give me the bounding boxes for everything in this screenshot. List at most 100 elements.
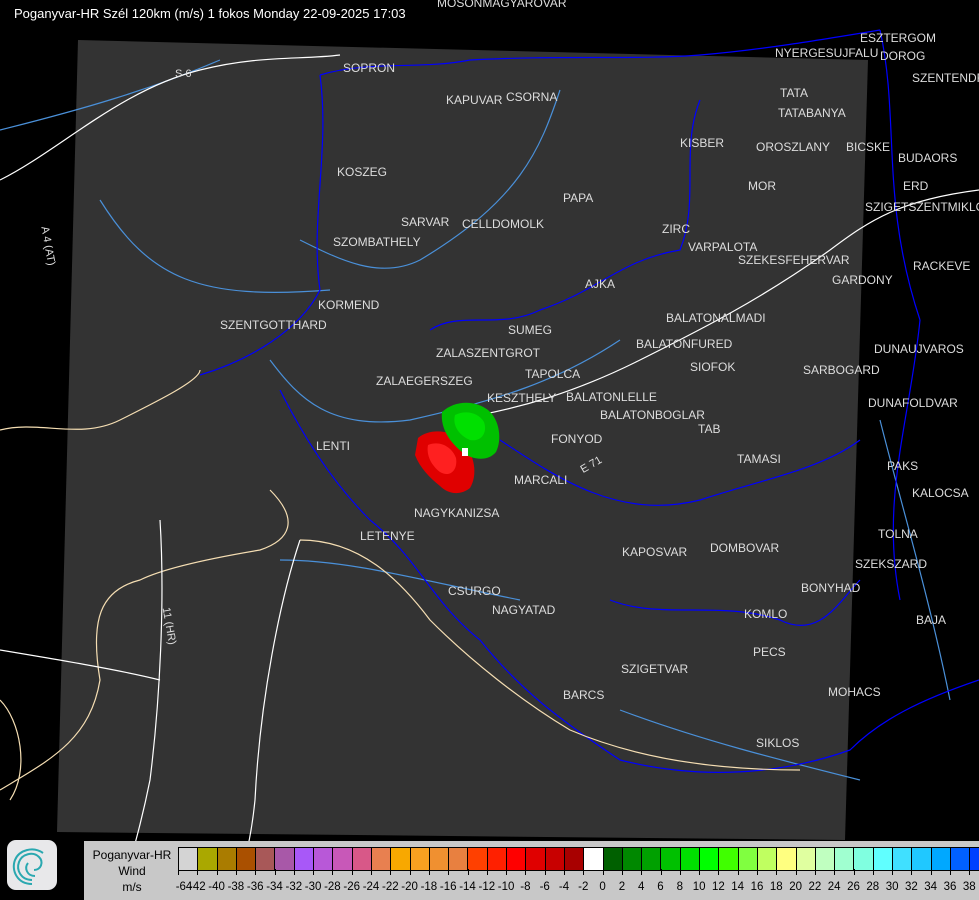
swirl-logo-icon <box>12 848 44 885</box>
city-label: KISBER <box>680 136 725 150</box>
legend-tick-label: -20 <box>401 881 418 893</box>
legend-swatch <box>333 848 353 870</box>
legend-tick <box>776 869 778 875</box>
legend-tick-label: -28 <box>324 881 341 893</box>
legend-tick-label: -14 <box>459 881 476 893</box>
legend-tick <box>564 869 565 875</box>
city-label: DOMBOVAR <box>710 541 780 555</box>
legend-tick <box>679 869 681 875</box>
legend-swatch <box>468 848 488 870</box>
city-label: TATABANYA <box>778 106 846 120</box>
legend-tick-label: 30 <box>885 881 899 893</box>
city-label: SARVAR <box>401 215 450 229</box>
city-label: KOSZEG <box>337 165 388 179</box>
river <box>0 59 951 781</box>
city-label: SZENTGOTTHARD <box>220 318 327 332</box>
legend-tick <box>892 869 894 875</box>
city-label: TAPOLCA <box>525 367 581 381</box>
legend-tick <box>795 869 797 875</box>
legend-swatch <box>777 848 797 870</box>
legend-unit: m/s <box>122 880 142 894</box>
city-label: SZIGETSZENTMIKLOS <box>865 200 979 214</box>
legend-tick-label: 38 <box>962 881 976 893</box>
city-label: BALATONBOGLAR <box>600 408 705 422</box>
city-label: BARCS <box>563 688 605 702</box>
legend-swatch <box>931 848 951 870</box>
legend-tick <box>390 869 392 875</box>
legend-swatch <box>371 848 392 870</box>
state-border <box>0 369 801 801</box>
legend-swatch <box>275 848 295 870</box>
city-label: SZENTENDRE <box>912 71 979 85</box>
city-label: FONYOD <box>551 432 603 446</box>
city-label: OROSZLANY <box>756 140 831 154</box>
legend-swatch <box>835 848 855 870</box>
legend-swatch <box>912 848 932 870</box>
legend-tick-label: -12 <box>478 881 496 893</box>
city-label: MOR <box>748 179 776 193</box>
legend-tick-label: 24 <box>827 881 841 893</box>
city-label: BAJA <box>916 613 947 627</box>
legend-tick <box>216 869 218 875</box>
city-label: BALATONFURED <box>636 337 733 351</box>
legend-tick-label: 8 <box>676 881 683 893</box>
legend-tick <box>641 869 643 875</box>
legend-tick-label: 28 <box>866 881 880 893</box>
legend-tick-label: 2 <box>618 881 626 893</box>
legend-tick-label: -30 <box>304 881 322 893</box>
legend-swatch <box>700 848 720 870</box>
legend-swatch <box>680 848 701 870</box>
legend-tick-label: -42 <box>188 881 206 893</box>
legend-tick-label: -2 <box>578 881 589 893</box>
city-label: SOPRON <box>343 61 396 75</box>
legend-swatch <box>294 848 315 870</box>
city-label: KOMLO <box>744 607 788 621</box>
city-label: DOROG <box>880 49 926 63</box>
city-label: BUDAORS <box>898 151 958 165</box>
legend-tick <box>853 869 855 875</box>
city-label: GARDONY <box>832 273 893 287</box>
road <box>0 54 979 900</box>
legend-tick-label: -22 <box>381 881 399 893</box>
city-label: KORMEND <box>318 298 380 312</box>
city-label: DUNAFOLDVAR <box>868 396 958 410</box>
legend-swatch <box>892 848 913 870</box>
legend-tick-label: -64 <box>175 881 193 893</box>
legend-tick <box>409 869 411 875</box>
city-label: BALATONALMADI <box>666 311 766 325</box>
road-label: S 6 <box>175 68 192 80</box>
legend-tick <box>834 869 836 875</box>
city-label: ZALAEGERSZEG <box>376 374 473 388</box>
legend-tick-label: 10 <box>692 881 706 893</box>
legend-tick <box>255 869 257 875</box>
legend-tick-label: 0 <box>599 881 606 893</box>
legend-swatch <box>661 848 681 870</box>
city-label: KALOCSA <box>912 486 969 500</box>
city-label: DUNAUJVAROS <box>874 342 964 356</box>
legend-tick-label: 36 <box>943 881 957 893</box>
legend-swatch <box>796 848 816 870</box>
country-border <box>199 29 979 773</box>
legend-swatch <box>603 848 623 870</box>
legend-tick-label: -40 <box>208 881 225 893</box>
city-label: CSURGO <box>448 584 501 598</box>
legend-tick <box>178 869 179 875</box>
legend-swatch <box>873 848 893 870</box>
city-label: PECS <box>753 645 786 659</box>
legend-tick-label: 32 <box>904 881 918 893</box>
legend-tick-label: -26 <box>343 881 360 893</box>
legend-swatch <box>429 848 450 870</box>
legend-tick <box>525 869 527 875</box>
city-label: SARBOGARD <box>803 363 880 377</box>
legend-tick <box>872 869 874 875</box>
legend-tick <box>699 869 701 875</box>
city-label: AJKA <box>585 277 616 291</box>
legend-product: Wind <box>118 864 146 878</box>
radar-logo <box>7 840 57 890</box>
city-label: BICSKE <box>846 140 891 154</box>
legend-tick-label: -32 <box>285 881 303 893</box>
legend-tick-label: -10 <box>497 881 515 893</box>
legend-tick <box>718 869 720 875</box>
legend-tick-label: 12 <box>711 881 725 893</box>
